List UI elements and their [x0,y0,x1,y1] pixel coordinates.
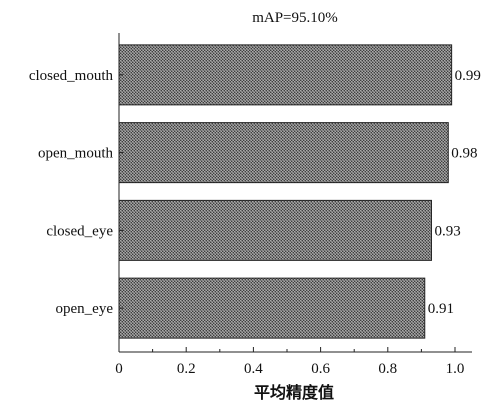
x-axis-label: 平均精度值 [254,383,334,402]
bar-open_eye [118,277,426,339]
x-tick-label: 0.2 [177,361,196,377]
bar-closed_mouth [118,44,453,106]
bar-open_mouth [118,122,449,184]
data-label: 0.93 [434,223,460,239]
category-label: closed_mouth [29,68,114,84]
x-tick-label: 0.8 [378,361,397,377]
bar-closed_eye [118,199,432,261]
chart-title: mAP=95.10% [252,10,338,26]
data-label: 0.98 [451,146,477,162]
axes-layer: 0 0.2 0.4 0.6 0.8 1.0 closed_mouth open_mouthcl… [29,33,472,377]
x-tick-label: 0.6 [311,361,330,377]
data-label: 0.91 [428,301,454,317]
x-tick-label: 0.4 [244,361,263,377]
x-tick-label: 0 [115,361,123,377]
data-label: 0.99 [455,68,481,84]
category-label: open_eye [56,301,114,317]
category-label: open_mouth [38,146,113,162]
bars-layer: 0.99 0.98 0.93 0.91 [118,44,481,339]
category-label: closed_eye [46,223,113,239]
x-tick-label: 1.0 [446,361,465,377]
